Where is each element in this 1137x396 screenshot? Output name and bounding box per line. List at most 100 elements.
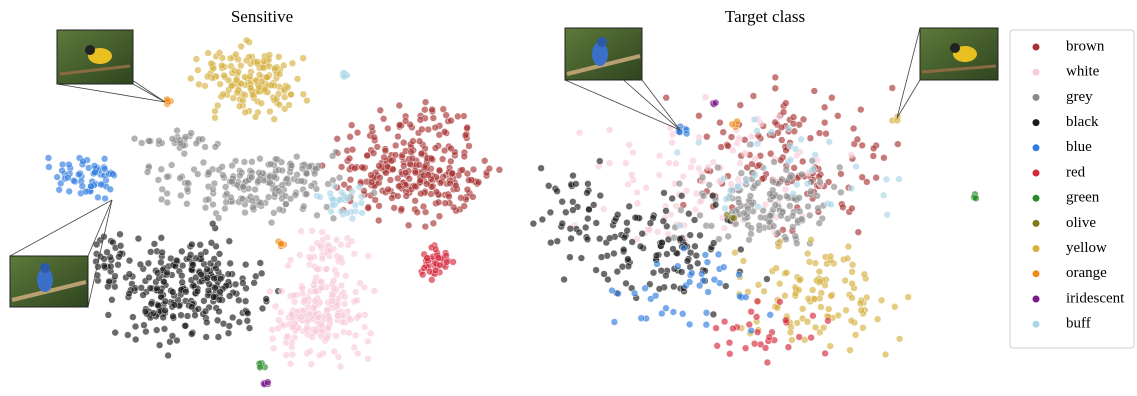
scatter-point [299, 285, 306, 292]
scatter-point [387, 177, 394, 184]
scatter-point [243, 37, 250, 44]
scatter-point [702, 252, 709, 259]
scatter-point [736, 271, 743, 278]
scatter-point [683, 130, 690, 137]
scatter-point [785, 125, 792, 132]
scatter-point [486, 165, 493, 172]
scatter-point [155, 302, 162, 309]
scatter-point [428, 155, 435, 162]
legend-marker [1033, 245, 1040, 252]
scatter-point [437, 180, 444, 187]
scatter-point [324, 234, 331, 241]
scatter-point [778, 137, 785, 144]
scatter-point [258, 100, 265, 107]
scatter-point [212, 114, 219, 121]
scatter-point [364, 152, 371, 159]
scatter-point [792, 233, 799, 240]
scatter-point [212, 144, 219, 151]
scatter-point [205, 196, 212, 203]
scatter-point [643, 184, 650, 191]
scatter-point [496, 166, 503, 173]
scatter-point [251, 280, 258, 287]
scatter-point [104, 249, 111, 256]
scatter-point [290, 292, 297, 299]
scatter-point [706, 182, 713, 189]
scatter-point [217, 81, 224, 88]
scatter-point [347, 133, 354, 140]
scatter-point [279, 167, 286, 174]
scatter-point [302, 297, 309, 304]
scatter-point [417, 117, 424, 124]
scatter-point [746, 321, 753, 328]
scatter-point [796, 334, 803, 341]
scatter-point [310, 305, 317, 312]
scatter-point [236, 319, 243, 326]
scatter-point [825, 179, 832, 186]
scatter-point [726, 350, 733, 357]
scatter-point [849, 280, 856, 287]
scatter-point [422, 223, 429, 230]
scatter-point [288, 91, 295, 98]
scatter-point [538, 165, 545, 172]
scatter-point [285, 84, 292, 91]
scatter-point [278, 288, 285, 295]
scatter-point [285, 262, 292, 269]
scatter-point [621, 234, 628, 241]
scatter-point [458, 194, 465, 201]
scatter-point [609, 287, 616, 294]
legend-label: yellow [1066, 240, 1107, 256]
scatter-point [774, 305, 781, 312]
scatter-point [403, 193, 410, 200]
scatter-point [75, 171, 82, 178]
scatter-point [162, 298, 169, 305]
scatter-point [439, 156, 446, 163]
scatter-point [102, 195, 109, 202]
scatter-point [646, 226, 653, 233]
scatter-point [257, 155, 264, 162]
scatter-point [354, 350, 361, 357]
scatter-point [294, 171, 301, 178]
scatter-point [775, 114, 782, 121]
scatter-point [402, 118, 409, 125]
scatter-point [425, 126, 432, 133]
scatter-point [183, 288, 190, 295]
scatter-point [790, 114, 797, 121]
scatter-point [874, 316, 881, 323]
scatter-point [95, 263, 102, 270]
scatter-point [124, 332, 131, 339]
scatter-point [240, 183, 247, 190]
scatter-point [184, 180, 191, 187]
scatter-point [208, 60, 215, 67]
scatter-point [626, 141, 633, 148]
scatter-point [98, 181, 105, 188]
scatter-point [459, 167, 466, 174]
scatter-point [688, 164, 695, 171]
scatter-point [768, 129, 775, 136]
legend-marker [1033, 321, 1040, 328]
scatter-point [699, 174, 706, 181]
scatter-point [309, 227, 316, 234]
scatter-point [367, 330, 374, 337]
scatter-point [857, 106, 864, 113]
scatter-point [193, 56, 200, 63]
scatter-point [132, 336, 139, 343]
scatter-point [344, 195, 351, 202]
legend-label: iridescent [1066, 290, 1125, 306]
scatter-point [825, 317, 832, 324]
legend-label: red [1066, 164, 1086, 180]
scatter-point [146, 274, 153, 281]
scatter-point [164, 173, 171, 180]
scatter-point [772, 74, 779, 81]
scatter-point [159, 249, 166, 256]
scatter-point [184, 186, 191, 193]
scatter-point [246, 325, 253, 332]
scatter-point [443, 112, 450, 119]
scatter-point [559, 198, 566, 205]
scatter-point [709, 192, 716, 199]
scatter-point [811, 88, 818, 95]
scatter-point [296, 252, 303, 259]
scatter-point [776, 280, 783, 287]
scatter-point [435, 199, 442, 206]
scatter-point [235, 297, 242, 304]
scatter-point [299, 165, 306, 172]
